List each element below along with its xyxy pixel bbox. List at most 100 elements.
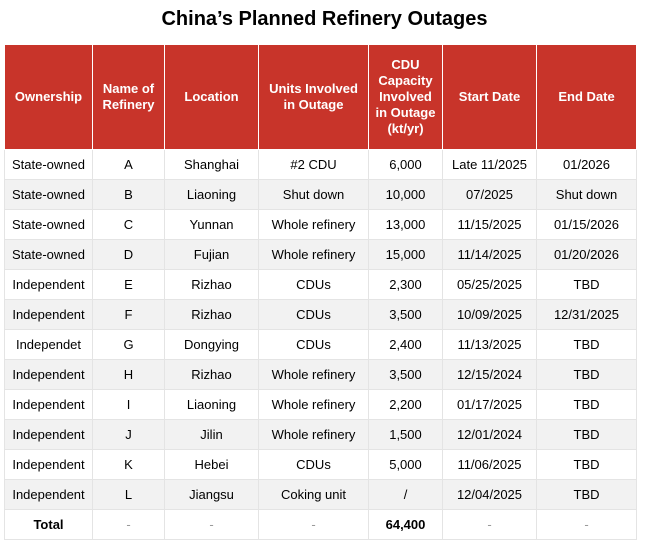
units-cell: Shut down [258,179,369,210]
units-cell: CDUs [258,299,369,330]
refinery-name-cell: L [92,479,165,510]
header-row: Ownership Name of Refinery Location Unit… [4,44,637,150]
table-row: Independent K Hebei CDUs 5,000 11/06/2025 TBD [4,449,637,480]
location-cell: Jiangsu [164,479,259,510]
location-cell: Yunnan [164,209,259,240]
total-capacity: 64,400 [368,509,443,540]
header-start-date: Start Date [442,44,537,150]
start-date-cell: 11/13/2025 [442,329,537,360]
end-date-cell: TBD [536,479,637,510]
ownership-cell: Independent [4,389,93,420]
capacity-cell: 13,000 [368,209,443,240]
table-row: State-owned A Shanghai #2 CDU 6,000 Late 11/2… [4,149,637,180]
capacity-cell: 5,000 [368,449,443,480]
table-row: Independent F Rizhao CDUs 3,500 10/09/2025 12/… [4,299,637,330]
ownership-cell: Independet [4,329,93,360]
capacity-cell: 2,300 [368,269,443,300]
units-cell: CDUs [258,329,369,360]
header-end-date: End Date [536,44,637,150]
refinery-name-cell: D [92,239,165,270]
table-row: Independet G Dongying CDUs 2,400 11/13/2025 TB… [4,329,637,360]
units-cell: Whole refinery [258,239,369,270]
table-row: Independent E Rizhao CDUs 2,300 05/25/2025 TBD [4,269,637,300]
start-date-cell: Late 11/2025 [442,149,537,180]
location-cell: Rizhao [164,359,259,390]
refinery-name-cell: I [92,389,165,420]
units-cell: Whole refinery [258,209,369,240]
ownership-cell: Independent [4,359,93,390]
end-date-cell: Shut down [536,179,637,210]
end-date-cell: TBD [536,449,637,480]
table-row: State-owned C Yunnan Whole refinery 13,000 11… [4,209,637,240]
capacity-cell: 15,000 [368,239,443,270]
start-date-cell: 01/17/2025 [442,389,537,420]
start-date-cell: 05/25/2025 [442,269,537,300]
capacity-cell: 10,000 [368,179,443,210]
end-date-cell: 01/15/2026 [536,209,637,240]
capacity-cell: 1,500 [368,419,443,450]
table-row: Independent H Rizhao Whole refinery 3,500 12/… [4,359,637,390]
total-empty-cell: - [92,509,165,540]
capacity-cell: 3,500 [368,299,443,330]
header-refinery-name: Name of Refinery [92,44,165,150]
refinery-name-cell: G [92,329,165,360]
units-cell: CDUs [258,449,369,480]
end-date-cell: TBD [536,419,637,450]
location-cell: Rizhao [164,269,259,300]
header-cdu-capacity: CDU Capacity Involved in Outage (kt/yr) [368,44,443,150]
total-empty-cell: - [442,509,537,540]
table-row: Independent J Jilin Whole refinery 1,500 12/0… [4,419,637,450]
end-date-cell: 01/2026 [536,149,637,180]
location-cell: Liaoning [164,179,259,210]
refinery-name-cell: J [92,419,165,450]
location-cell: Rizhao [164,299,259,330]
table-row: State-owned D Fujian Whole refinery 15,000 11… [4,239,637,270]
table-title: China’s Planned Refinery Outages [161,8,488,30]
capacity-cell: 3,500 [368,359,443,390]
total-empty-cell: - [258,509,369,540]
ownership-cell: State-owned [4,209,93,240]
units-cell: Whole refinery [258,359,369,390]
refinery-name-cell: F [92,299,165,330]
refinery-outage-table: Ownership Name of Refinery Location Unit… [4,44,637,540]
end-date-cell: TBD [536,389,637,420]
total-row: Total - - -64,400- - [4,509,637,540]
header-ownership: Ownership [4,44,93,150]
ownership-cell: Independent [4,269,93,300]
ownership-cell: State-owned [4,179,93,210]
start-date-cell: 11/14/2025 [442,239,537,270]
end-date-cell: TBD [536,329,637,360]
location-cell: Fujian [164,239,259,270]
table-row: Independent I Liaoning Whole refinery 2,200 0… [4,389,637,420]
capacity-cell: 2,200 [368,389,443,420]
ownership-cell: Independent [4,479,93,510]
header-location: Location [164,44,259,150]
table-row: State-owned B Liaoning Shut down 10,000 07/20… [4,179,637,210]
start-date-cell: 12/04/2025 [442,479,537,510]
ownership-cell: State-owned [4,149,93,180]
ownership-cell: Independent [4,419,93,450]
capacity-cell: / [368,479,443,510]
start-date-cell: 12/01/2024 [442,419,537,450]
end-date-cell: 01/20/2026 [536,239,637,270]
units-cell: Whole refinery [258,389,369,420]
end-date-cell: TBD [536,269,637,300]
ownership-cell: Independent [4,449,93,480]
header-units: Units Involved in Outage [258,44,369,150]
start-date-cell: 10/09/2025 [442,299,537,330]
ownership-cell: State-owned [4,239,93,270]
units-cell: Coking unit [258,479,369,510]
end-date-cell: 12/31/2025 [536,299,637,330]
total-empty-cell: - [536,509,637,540]
start-date-cell: 12/15/2024 [442,359,537,390]
refinery-name-cell: K [92,449,165,480]
location-cell: Shanghai [164,149,259,180]
ownership-cell: Independent [4,299,93,330]
units-cell: CDUs [258,269,369,300]
table-row: Independent L Jiangsu Coking unit/12/04/202… [4,479,637,510]
refinery-name-cell: H [92,359,165,390]
end-date-cell: TBD [536,359,637,390]
total-label: Total [4,509,93,540]
location-cell: Dongying [164,329,259,360]
units-cell: Whole refinery [258,419,369,450]
